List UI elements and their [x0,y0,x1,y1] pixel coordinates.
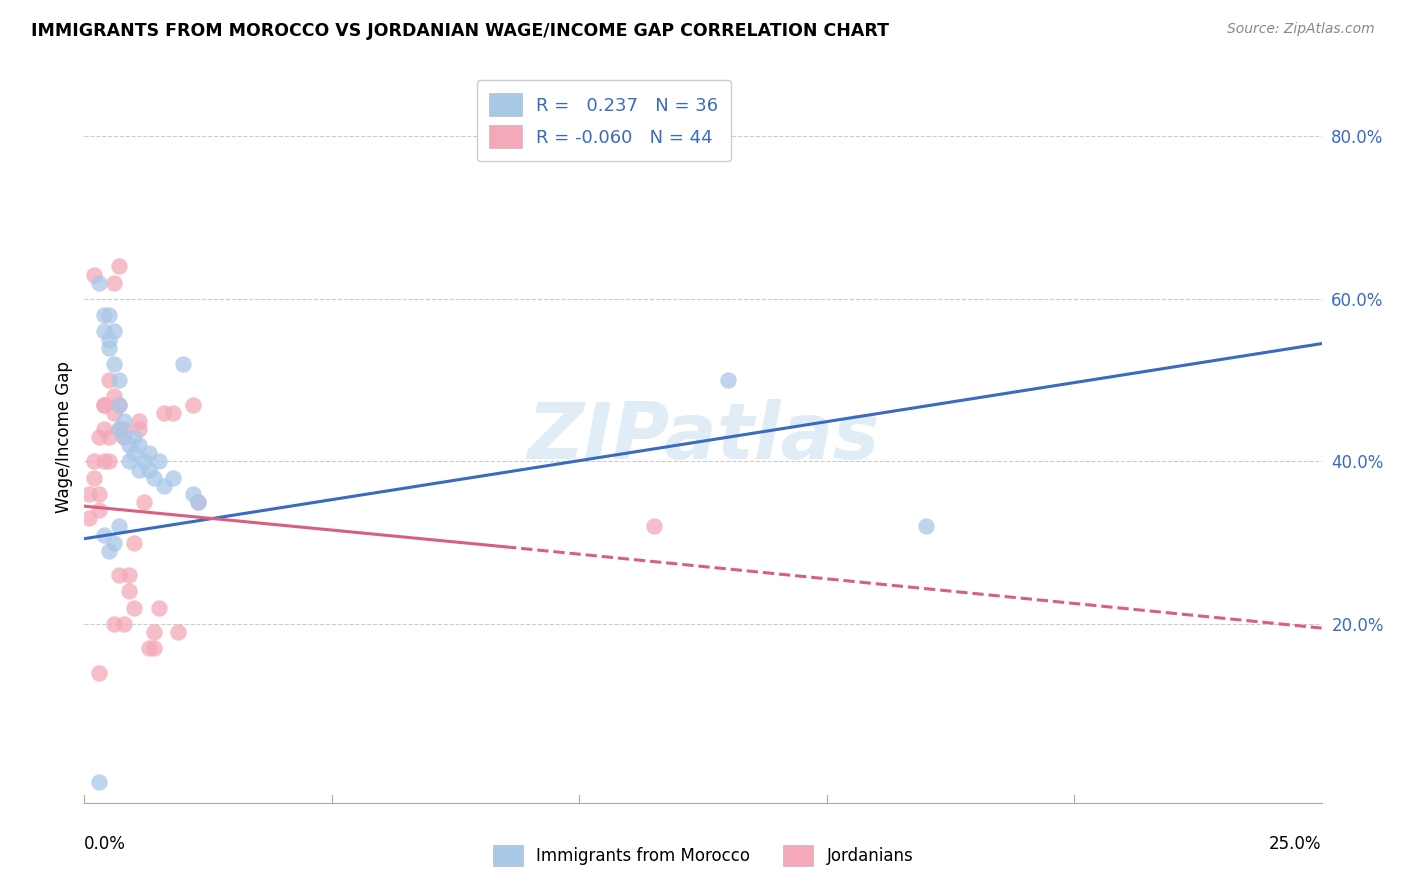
Point [181,487,204,501]
Text: IMMIGRANTS FROM MOROCCO VS JORDANIAN WAGE/INCOME GAP CORRELATION CHART: IMMIGRANTS FROM MOROCCO VS JORDANIAN WAG… [31,22,889,40]
Point [98,373,121,387]
Point [98,341,121,355]
Point [108,422,131,436]
Legend: R =   0.237   N = 36, R = -0.060   N = 44: R = 0.237 N = 36, R = -0.060 N = 44 [477,80,731,161]
Point [112,430,135,444]
Point [93,325,115,339]
Point [132,454,155,468]
Point [89,775,111,789]
Point [79,487,101,501]
Point [128,414,150,428]
Point [118,584,141,599]
Point [83,268,105,282]
Point [89,430,111,444]
Point [181,398,204,412]
Point [103,357,125,371]
Text: ZIPatlas: ZIPatlas [527,399,879,475]
Legend: Immigrants from Morocco, Jordanians: Immigrants from Morocco, Jordanians [484,837,922,875]
Point [112,414,135,428]
Point [128,462,150,476]
Point [108,568,131,582]
Point [142,471,165,485]
Point [108,398,131,412]
Text: 0.0%: 0.0% [84,835,127,854]
Point [93,398,115,412]
Point [138,446,160,460]
Point [108,422,131,436]
Point [162,471,184,485]
Point [103,325,125,339]
Point [717,373,740,387]
Point [152,479,174,493]
Point [142,641,165,656]
Point [103,617,125,632]
Point [132,495,155,509]
Point [98,333,121,347]
Y-axis label: Wage/Income Gap: Wage/Income Gap [55,361,73,513]
Point [89,503,111,517]
Point [118,568,141,582]
Point [103,276,125,290]
Point [93,308,115,322]
Point [167,625,190,640]
Point [122,430,145,444]
Point [138,641,160,656]
Point [108,260,131,274]
Point [112,430,135,444]
Point [108,398,131,412]
Point [98,544,121,558]
Point [93,454,115,468]
Point [128,422,150,436]
Point [914,519,936,533]
Point [122,535,145,549]
Point [122,600,145,615]
Point [89,276,111,290]
Point [138,462,160,476]
Point [103,406,125,420]
Point [93,422,115,436]
Point [103,535,125,549]
Point [112,422,135,436]
Point [93,527,115,541]
Point [93,398,115,412]
Text: Source: ZipAtlas.com: Source: ZipAtlas.com [1227,22,1375,37]
Point [108,519,131,533]
Point [89,487,111,501]
Point [643,519,665,533]
Point [187,495,209,509]
Point [103,389,125,403]
Point [187,495,209,509]
Point [122,446,145,460]
Point [118,454,141,468]
Point [152,406,174,420]
Point [98,430,121,444]
Point [172,357,194,371]
Point [112,617,135,632]
Point [83,471,105,485]
Point [83,454,105,468]
Point [108,373,131,387]
Point [148,454,170,468]
Point [142,625,165,640]
Point [118,438,141,452]
Text: 25.0%: 25.0% [1270,835,1322,854]
Point [98,454,121,468]
Point [98,308,121,322]
Point [148,600,170,615]
Point [128,438,150,452]
Point [79,511,101,525]
Point [89,665,111,680]
Point [162,406,184,420]
